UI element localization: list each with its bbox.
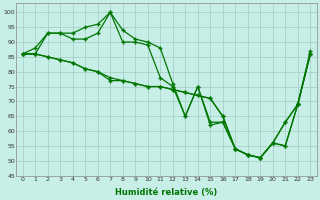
X-axis label: Humidité relative (%): Humidité relative (%) bbox=[116, 188, 218, 197]
